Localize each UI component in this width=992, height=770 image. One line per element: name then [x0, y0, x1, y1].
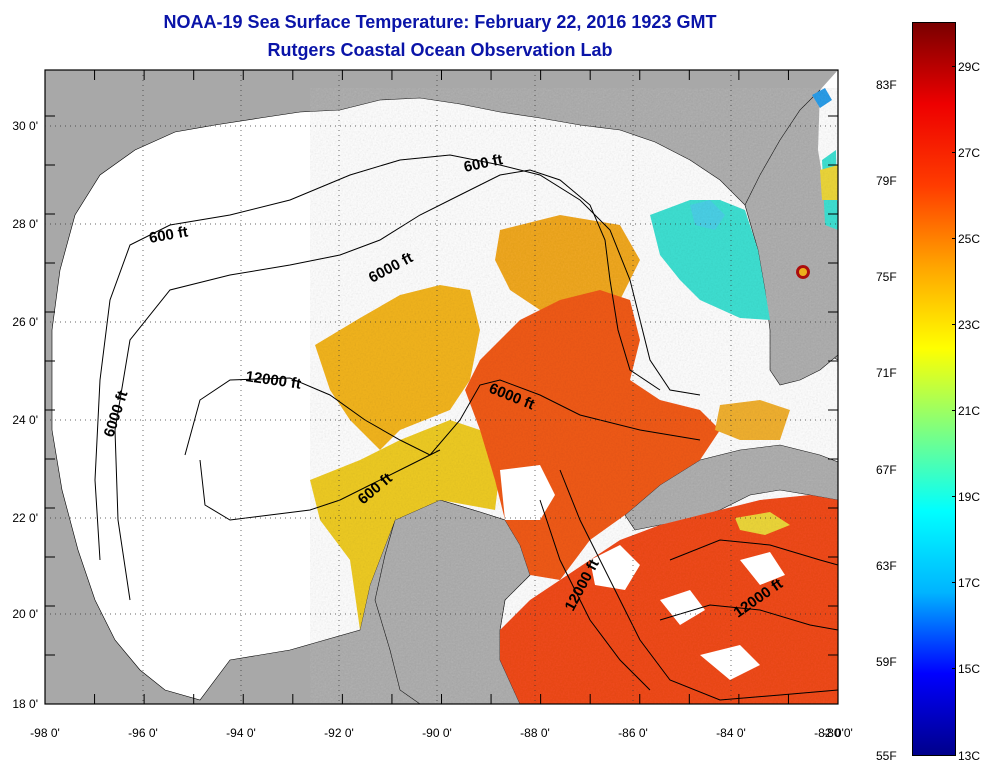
lon-tick-label: -88 0' [520, 726, 550, 740]
colorbar-c-label: 21C [958, 404, 981, 418]
lon-tick-label: -92 0' [324, 726, 354, 740]
colorbar-c-label: 29C [958, 60, 981, 74]
lon-tick-label: -90 0' [422, 726, 452, 740]
colorbar-f-label: 59F [876, 655, 897, 669]
sst-colorbar [912, 22, 956, 756]
colorbar-c-label: 19C [958, 490, 981, 504]
lon-tick-label: -82 0' [814, 726, 844, 740]
colorbar-c-label: 23C [958, 318, 981, 332]
lat-tick-label: 26 0' [12, 315, 38, 329]
lon-tick-label: -80 0' [823, 726, 853, 740]
lat-tick-label: 30 0' [12, 119, 38, 133]
map-subtitle: Rutgers Coastal Ocean Observation Lab [267, 40, 613, 60]
colorbar-tick [952, 324, 956, 325]
lat-tick-label: 22 0' [12, 511, 38, 525]
latitude-axis: 30 0' 28 0' 26 0' 24 0' 22 0' 20 0' 18 0' [12, 115, 838, 711]
colorbar-f-label: 55F [876, 749, 897, 763]
colorbar-f-label: 83F [876, 78, 897, 92]
lat-tick-label: 24 0' [12, 413, 38, 427]
colorbar-c-label: 13C [958, 749, 981, 763]
lon-tick-label: -98 0' [30, 726, 60, 740]
lon-tick-label: -84 0' [716, 726, 746, 740]
colorbar-c-label: 15C [958, 662, 981, 676]
colorbar-f-label: 79F [876, 174, 897, 188]
colorbar-c-label: 25C [958, 232, 981, 246]
lat-tick-label: 28 0' [12, 217, 38, 231]
longitude-axis: -98 0' -96 0' -94 0' -92 0' -90 0' -88 0' -86 … [30, 70, 853, 740]
colorbar-f-label: 75F [876, 270, 897, 284]
lon-tick-label: -96 0' [128, 726, 158, 740]
colorbar-tick [952, 238, 956, 239]
colorbar-c-label: 27C [958, 146, 981, 160]
colorbar-tick [952, 668, 956, 669]
colorbar-tick [952, 410, 956, 411]
colorbar-tick [952, 582, 956, 583]
colorbar-c-label: 17C [958, 576, 981, 590]
colorbar-f-label: 67F [876, 463, 897, 477]
colorbar-tick [952, 496, 956, 497]
cloud-holes [500, 465, 785, 680]
colorbar-tick [952, 152, 956, 153]
colorbar-tick [952, 66, 956, 67]
colorbar-f-label: 71F [876, 366, 897, 380]
bathymetry-contours [94, 154, 838, 701]
contour-label: 600 ft [148, 223, 190, 247]
lon-tick-label: -94 0' [226, 726, 256, 740]
lat-tick-label: 20 0' [12, 607, 38, 621]
lat-tick-label: 18 0' [12, 697, 38, 711]
lon-tick-label: -86 0' [618, 726, 648, 740]
graticule [45, 70, 838, 704]
colorbar-f-label: 63F [876, 559, 897, 573]
map-title: NOAA-19 Sea Surface Temperature: Februar… [163, 12, 717, 32]
